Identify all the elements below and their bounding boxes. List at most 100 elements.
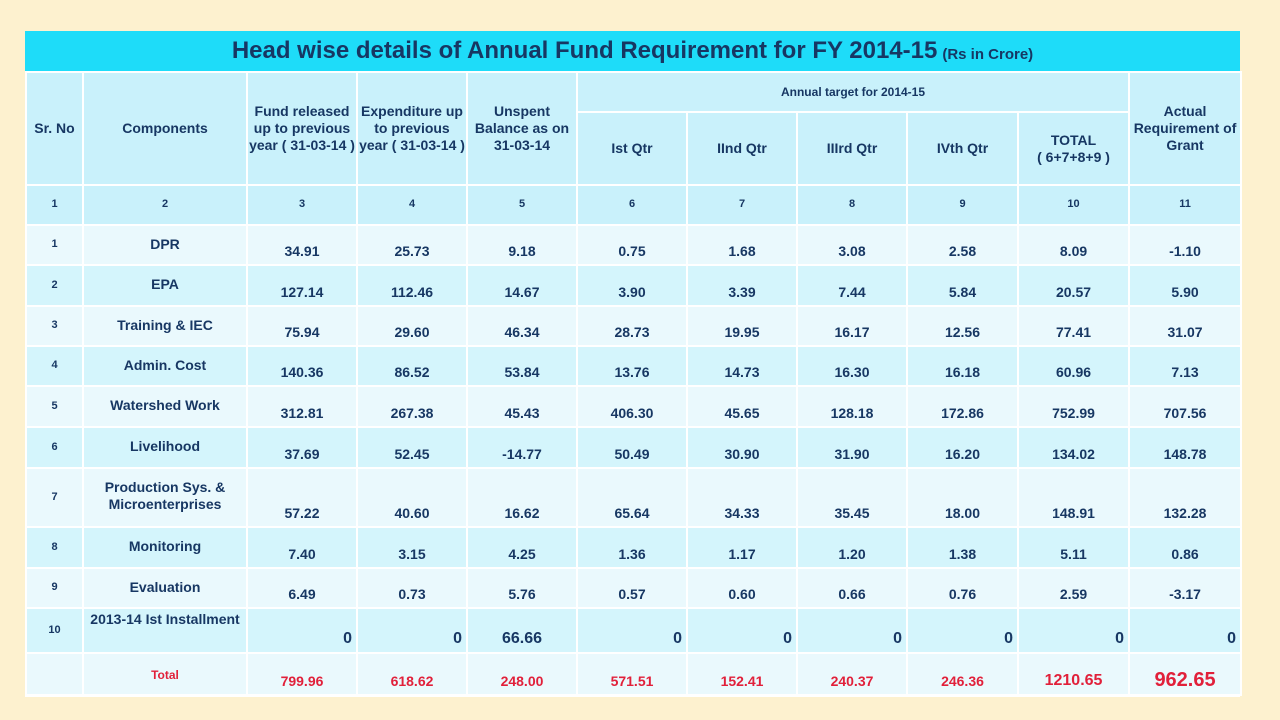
row-value: 34.33 <box>686 467 798 528</box>
row-value: 3.90 <box>576 264 688 307</box>
header-q1: Ist Qtr <box>576 111 688 186</box>
col-number: 5 <box>466 184 578 226</box>
row-value: 25.73 <box>356 224 468 266</box>
unit-note: (Rs in Crore) <box>942 45 1034 63</box>
row-value: 6.49 <box>246 567 358 609</box>
table-row: 2 EPA 127.14 112.46 14.67 3.90 3.39 7.44 5.84 20.… <box>25 264 1243 307</box>
row-sr-no: 7 <box>25 467 84 528</box>
row-value: 16.20 <box>906 426 1019 469</box>
row-value: 52.45 <box>356 426 468 469</box>
row-component: Monitoring <box>82 526 248 569</box>
row-value: 267.38 <box>356 385 468 428</box>
row-value: 4.25 <box>466 526 578 569</box>
row-value: 0.75 <box>576 224 688 266</box>
header-q3: IIIrd Qtr <box>796 111 908 186</box>
row-value: 3.39 <box>686 264 798 307</box>
row-value: 0.76 <box>906 567 1019 609</box>
header-total-formula: ( 6+7+8+9 ) <box>1037 148 1110 165</box>
row-value: 30.90 <box>686 426 798 469</box>
header-components: Components <box>82 71 248 186</box>
row-component: 2013-14 Ist Installment <box>82 607 248 654</box>
total-value: 618.62 <box>356 652 468 696</box>
row-value: 31.07 <box>1128 305 1243 347</box>
row-value: 0 <box>576 607 688 654</box>
header-fund-released: Fund released up to previous year ( 31-0… <box>246 71 358 186</box>
row-value: 3.08 <box>796 224 908 266</box>
row-value: 0.57 <box>576 567 688 609</box>
row-value: 2.58 <box>906 224 1019 266</box>
row-value: 19.95 <box>686 305 798 347</box>
row-value: -1.10 <box>1128 224 1243 266</box>
header-q2: IInd Qtr <box>686 111 798 186</box>
row-value: 406.30 <box>576 385 688 428</box>
title-bar: Head wise details of Annual Fund Require… <box>25 31 1240 71</box>
row-value: 132.28 <box>1128 467 1243 528</box>
row-value: 14.67 <box>466 264 578 307</box>
row-value: 0 <box>1128 607 1243 654</box>
col-number: 8 <box>796 184 908 226</box>
table-row: 1 DPR 34.91 25.73 9.18 0.75 1.68 3.08 2.58 8.09 -1… <box>25 224 1243 266</box>
row-component: DPR <box>82 224 248 266</box>
col-number: 10 <box>1016 184 1131 226</box>
row-component: Production Sys. & Microenterprises <box>82 467 248 528</box>
col-number: 11 <box>1128 184 1243 226</box>
row-value: 1.68 <box>686 224 798 266</box>
row-value: 57.22 <box>246 467 358 528</box>
col-number: 1 <box>25 184 84 226</box>
row-value: 312.81 <box>246 385 358 428</box>
table-row: 7 Production Sys. & Microenterprises 57.22… <box>25 467 1243 528</box>
row-value: 77.41 <box>1016 305 1131 347</box>
row-value: 5.11 <box>1016 526 1131 569</box>
total-blank-cell <box>25 652 84 696</box>
total-value: 799.96 <box>246 652 358 696</box>
table-row: 3 Training & IEC 75.94 29.60 46.34 28.73 19.95… <box>25 305 1243 347</box>
row-value: 46.34 <box>466 305 578 347</box>
row-value: 18.00 <box>906 467 1019 528</box>
page-title: Head wise details of Annual Fund Require… <box>231 37 938 64</box>
row-value: 65.64 <box>576 467 688 528</box>
col-number: 2 <box>82 184 248 226</box>
row-value: 45.65 <box>686 385 798 428</box>
col-number: 9 <box>906 184 1019 226</box>
row-value: 29.60 <box>356 305 468 347</box>
slide-frame: Head wise details of Annual Fund Require… <box>25 31 1243 697</box>
total-label: Total <box>82 652 248 696</box>
row-value: 0 <box>356 607 468 654</box>
row-value: 5.76 <box>466 567 578 609</box>
row-value: 5.84 <box>906 264 1019 307</box>
total-value: 962.65 <box>1128 652 1243 696</box>
col-number: 7 <box>686 184 798 226</box>
row-value: 86.52 <box>356 345 468 387</box>
row-value: 45.43 <box>466 385 578 428</box>
row-value: 707.56 <box>1128 385 1243 428</box>
row-value: 134.02 <box>1016 426 1131 469</box>
row-value: 50.49 <box>576 426 688 469</box>
col-number: 3 <box>246 184 358 226</box>
header-total: TOTAL ( 6+7+8+9 ) <box>1016 111 1131 186</box>
row-value: 9.18 <box>466 224 578 266</box>
row-value: 13.76 <box>576 345 688 387</box>
row-value: 35.45 <box>796 467 908 528</box>
row-sr-no: 1 <box>25 224 84 266</box>
row-value: 0 <box>686 607 798 654</box>
row-value: 14.73 <box>686 345 798 387</box>
row-value: 0 <box>246 607 358 654</box>
table-row: 5 Watershed Work 312.81 267.38 45.43 406.30 45… <box>25 385 1243 428</box>
row-component: Livelihood <box>82 426 248 469</box>
row-value: 20.57 <box>1016 264 1131 307</box>
header-unspent: Unspent Balance as on 31-03-14 <box>466 71 578 186</box>
row-value: 40.60 <box>356 467 468 528</box>
row-value: 7.44 <box>796 264 908 307</box>
row-value: 66.66 <box>466 607 578 654</box>
header-actual-requirement: Actual Requirement of Grant <box>1128 71 1243 186</box>
row-value: 5.90 <box>1128 264 1243 307</box>
row-value: 7.40 <box>246 526 358 569</box>
row-component: EPA <box>82 264 248 307</box>
header-expenditure: Expenditure up to previous year ( 31-03-… <box>356 71 468 186</box>
col-number: 4 <box>356 184 468 226</box>
table-row: 9 Evaluation 6.49 0.73 5.76 0.57 0.60 0.66 0.76 2… <box>25 567 1243 609</box>
row-value: 0.66 <box>796 567 908 609</box>
row-component: Watershed Work <box>82 385 248 428</box>
fund-table: Sr. No Components Fund released up to pr… <box>25 71 1243 696</box>
row-value: 148.78 <box>1128 426 1243 469</box>
